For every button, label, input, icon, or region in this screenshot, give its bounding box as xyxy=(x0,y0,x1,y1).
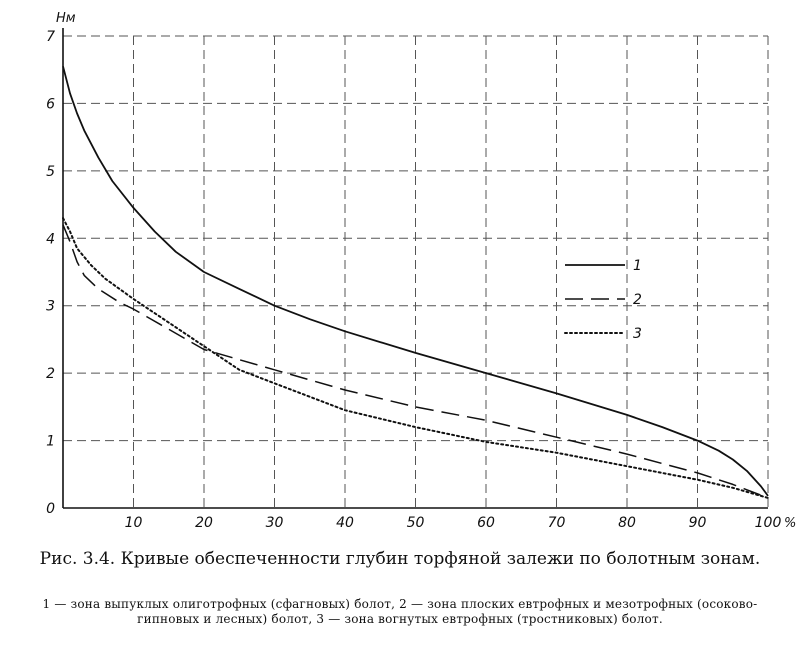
x-tick-label: 70 xyxy=(548,515,566,531)
y-axis-unit-label: Нм xyxy=(56,11,76,26)
y-tick-label: 6 xyxy=(46,96,55,112)
x-tick-label: 100 xyxy=(755,515,782,531)
x-tick-label: 30 xyxy=(266,515,284,531)
series-line-3 xyxy=(62,217,769,499)
legend: 1 2 3 xyxy=(564,258,642,342)
y-tick-label: 0 xyxy=(46,501,55,517)
y-tick-label: 3 xyxy=(46,299,55,315)
legend-label-3: 3 xyxy=(633,326,642,342)
y-tick-label: 7 xyxy=(46,29,55,45)
y-tick-label: 5 xyxy=(46,164,55,180)
figure-caption-note: 1 — зона выпуклых олиготрофных (сфагновы… xyxy=(42,597,758,626)
x-tick-label: 80 xyxy=(618,515,636,531)
x-axis-unit-label: % xyxy=(784,516,796,531)
series-line-2 xyxy=(62,224,769,499)
series-line-1 xyxy=(62,66,769,497)
y-tick-label: 2 xyxy=(46,366,55,382)
legend-label-1: 1 xyxy=(633,258,642,274)
grid xyxy=(63,35,769,508)
series-group xyxy=(62,66,769,499)
y-tick-label: 4 xyxy=(46,231,55,247)
x-tick-label: 20 xyxy=(195,515,213,531)
legend-label-2: 2 xyxy=(633,292,642,308)
tick-labels: 10 20 30 40 50 60 70 80 90 100 0 1 2 3 4 5 6 7 xyxy=(46,29,781,531)
x-tick-label: 50 xyxy=(407,515,425,531)
figure-caption-title: Рис. 3.4. Кривые обеспеченности глубин т… xyxy=(39,549,761,569)
x-tick-label: 60 xyxy=(477,515,495,531)
x-tick-label: 90 xyxy=(689,515,707,531)
x-tick-label: 40 xyxy=(336,515,354,531)
chart: 10 20 30 40 50 60 70 80 90 100 0 1 2 3 4 5 6 7 1 2 3 Нм % xyxy=(46,11,796,531)
x-tick-label: 10 xyxy=(125,515,143,531)
axes xyxy=(62,28,768,509)
y-tick-label: 1 xyxy=(46,434,55,450)
